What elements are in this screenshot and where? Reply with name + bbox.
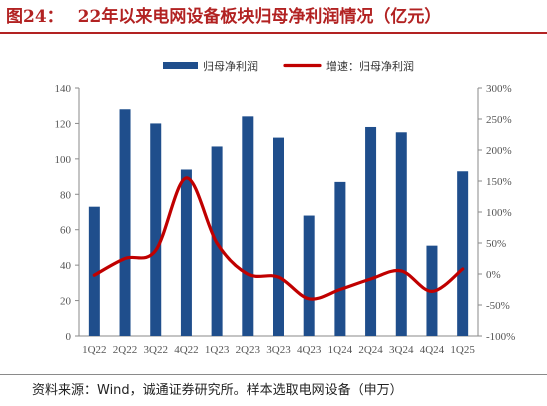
bar-series	[88, 109, 469, 336]
x-tick-label: 1Q24	[328, 344, 353, 356]
legend-label-bar: 归母净利润	[203, 59, 258, 73]
right-tick-label: -50%	[486, 300, 510, 312]
left-tick-label: 140	[55, 83, 72, 95]
right-tick-label: 200%	[486, 145, 512, 157]
figure-title: 图24： 22年以来电网设备板块归母净利润情况（亿元）	[6, 4, 541, 30]
right-tick-label: 250%	[486, 114, 512, 126]
growth-line	[92, 176, 465, 301]
x-tick-label: 1Q25	[450, 344, 475, 356]
x-tick-label: 3Q24	[389, 344, 414, 356]
x-tick-label: 2Q23	[236, 344, 261, 356]
line-series	[92, 176, 465, 301]
legend-label-line: 增速：归母净利润	[326, 59, 414, 73]
bar	[334, 181, 346, 336]
bar	[303, 215, 315, 336]
left-tick-label: 20	[60, 296, 72, 308]
x-tick-label: 3Q22	[144, 344, 168, 356]
left-tick-label: 40	[60, 260, 72, 272]
right-tick-label: 150%	[486, 176, 512, 188]
x-tick-label: 1Q23	[205, 344, 230, 356]
left-tick-label: 120	[55, 118, 72, 130]
bar	[180, 169, 192, 336]
bar	[150, 123, 162, 336]
left-tick-label: 100	[55, 154, 72, 166]
bar	[395, 132, 407, 336]
bar	[457, 171, 469, 336]
profit-chart: 归母净利润 增速：归母净利润 0 20 40 60 80 100 120 140 -100% -50…	[55, 59, 516, 356]
left-tick-label: 60	[60, 225, 72, 237]
bar	[88, 206, 100, 336]
x-tick-label: 4Q24	[420, 344, 445, 356]
legend-swatch-bar	[163, 62, 198, 69]
right-tick-label: 300%	[486, 83, 512, 95]
bar	[119, 109, 131, 336]
bar	[273, 137, 284, 336]
chart-legend: 归母净利润 增速：归母净利润	[163, 59, 414, 73]
right-tick-label: 0%	[486, 269, 501, 281]
x-tick-label: 4Q22	[174, 344, 198, 356]
source-note: 资料来源：Wind，诚通证券研究所。样本选取电网设备（申万）	[32, 383, 403, 398]
x-tick-label: 1Q22	[82, 344, 106, 356]
source-rule	[0, 374, 547, 375]
bar	[365, 126, 377, 336]
right-tick-label: 100%	[486, 207, 512, 219]
right-tick-label: -100%	[486, 331, 515, 343]
x-tick-label: 2Q24	[358, 344, 383, 356]
figure-title-text: 22年以来电网设备板块归母净利润情况（亿元）	[77, 7, 442, 27]
bar	[242, 116, 254, 336]
title-rule	[0, 32, 547, 34]
x-tick-label: 3Q23	[266, 344, 291, 356]
chart-axes: 0 20 40 60 80 100 120 140 -100% -50% 0% 50% 100% 150%…	[55, 83, 516, 356]
figure-label: 图24：	[6, 7, 64, 27]
left-tick-label: 80	[60, 189, 72, 201]
x-tick-label: 2Q22	[113, 344, 137, 356]
right-tick-label: 50%	[486, 238, 506, 250]
left-tick-label: 0	[66, 331, 72, 343]
x-tick-label: 4Q23	[297, 344, 322, 356]
